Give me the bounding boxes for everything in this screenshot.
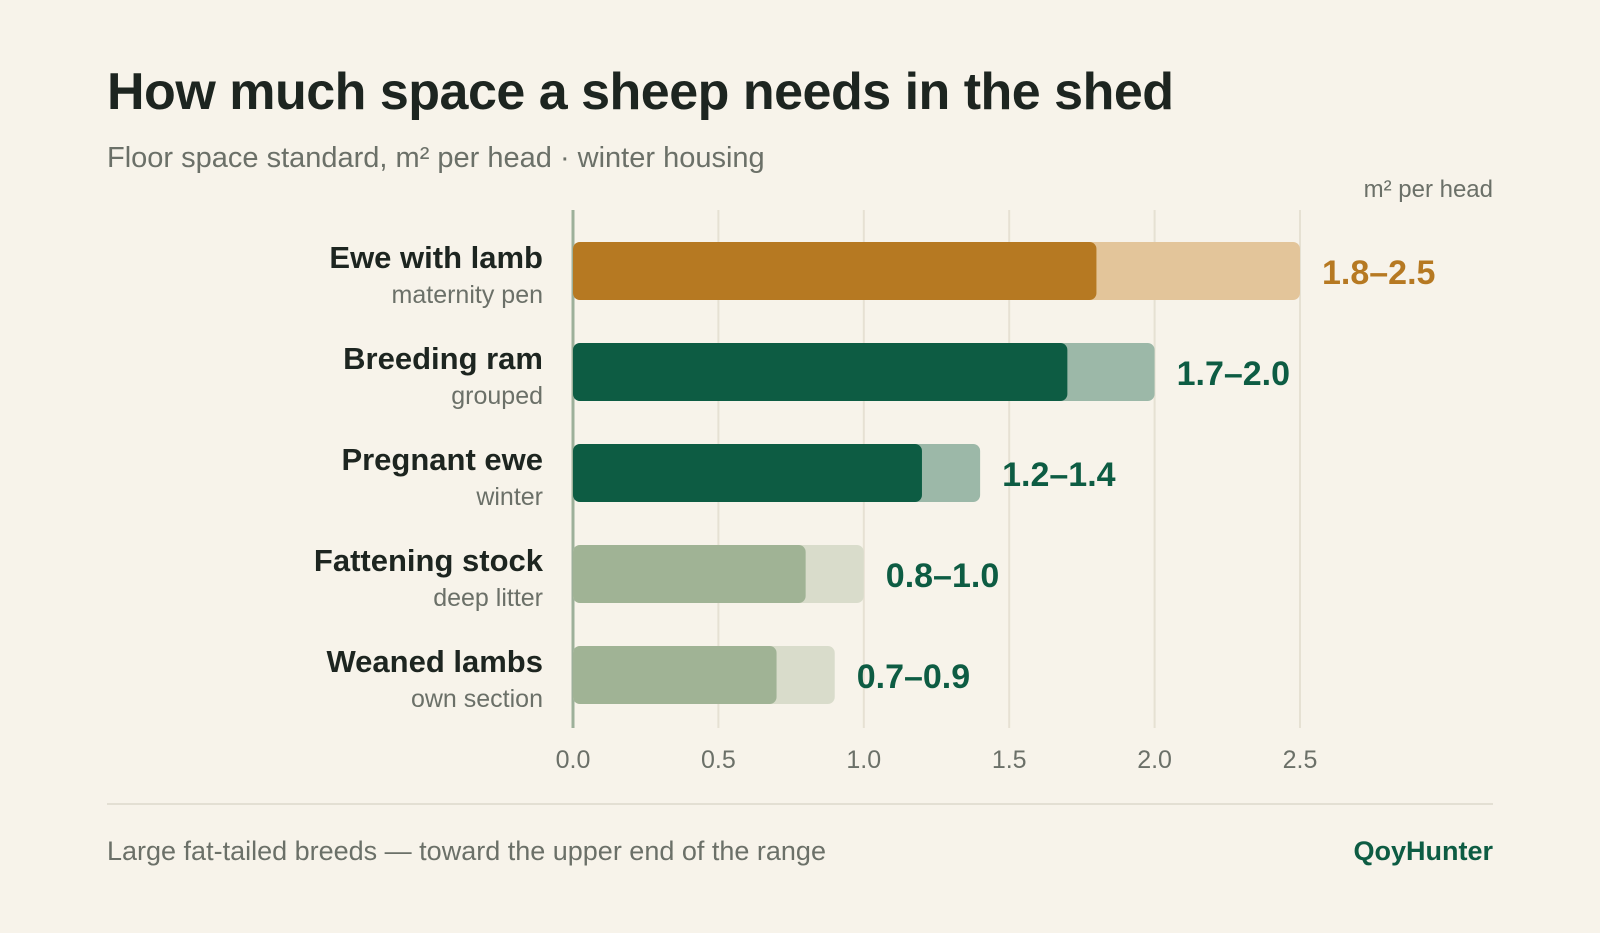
bar-min-2	[573, 444, 922, 502]
category-sublabel: grouped	[451, 382, 543, 410]
category-sublabel: own section	[411, 685, 543, 713]
range-data-label: 1.8–2.5	[1322, 254, 1435, 292]
footnote: Large fat-tailed breeds — toward the upp…	[107, 836, 826, 866]
chart-title: How much space a sheep needs in the shed	[107, 63, 1174, 121]
x-tick-label: 1.0	[846, 746, 881, 774]
category-label: Weaned lambs	[326, 644, 543, 679]
category-label: Pregnant ewe	[341, 442, 543, 477]
unit-label: m² per head	[1364, 176, 1493, 203]
range-data-label: 0.8–1.0	[886, 557, 999, 595]
range-data-label: 1.2–1.4	[1002, 456, 1116, 494]
bar-min-4	[573, 646, 777, 704]
category-label: Ewe with lamb	[329, 240, 543, 275]
range-data-label: 1.7–2.0	[1177, 355, 1290, 393]
brand-logo: QoyHunter	[1353, 836, 1493, 866]
range-data-label: 0.7–0.9	[857, 658, 970, 696]
category-sublabel: deep litter	[433, 584, 543, 612]
category-sublabel: winter	[475, 483, 543, 511]
category-label: Fattening stock	[314, 543, 544, 578]
x-tick-label: 2.5	[1283, 746, 1318, 774]
category-sublabel: maternity pen	[392, 281, 543, 309]
x-tick-label: 1.5	[992, 746, 1027, 774]
chart-subtitle: Floor space standard, m² per head · wint…	[107, 142, 765, 174]
x-tick-label: 0.0	[556, 746, 591, 774]
bar-min-0	[573, 242, 1097, 300]
x-tick-label: 2.0	[1137, 746, 1172, 774]
bar-min-3	[573, 545, 806, 603]
x-tick-label: 0.5	[701, 746, 736, 774]
bar-min-1	[573, 343, 1068, 401]
footer-divider	[107, 803, 1493, 805]
category-label: Breeding ram	[343, 341, 543, 376]
